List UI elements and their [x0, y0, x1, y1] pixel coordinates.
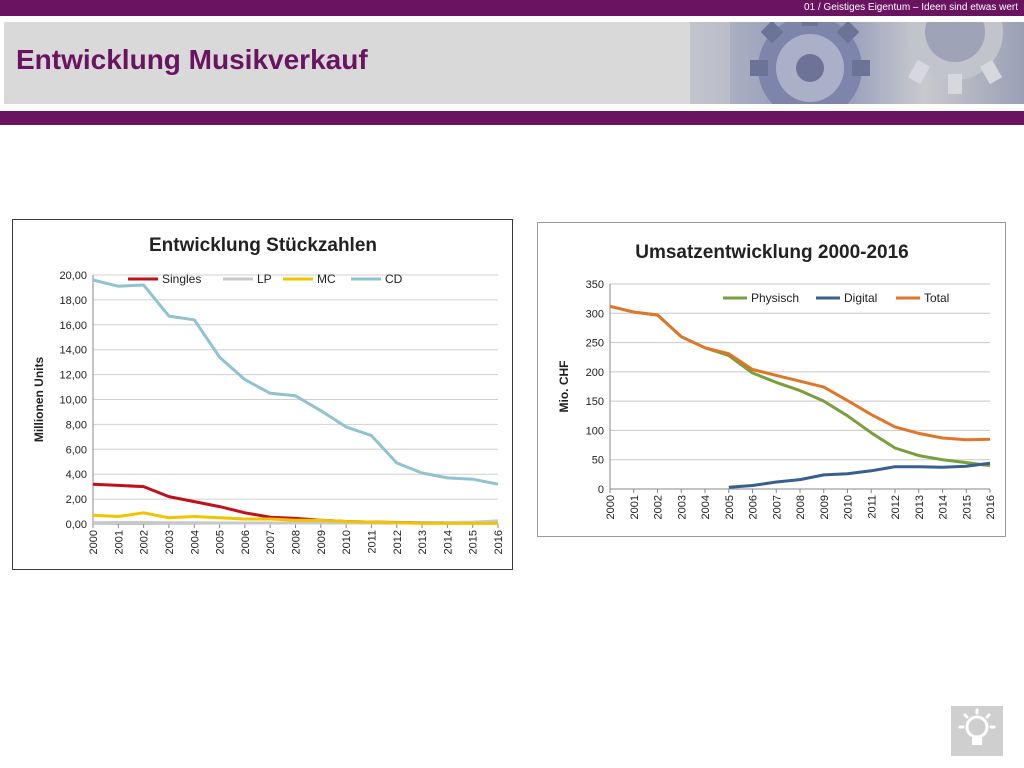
- y-tick-label: 4,00: [66, 469, 87, 481]
- y-tick-label: 12,00: [59, 370, 87, 382]
- series-line-mc: [92, 511, 498, 525]
- series-line-digital: [728, 461, 991, 489]
- y-tick-label: 100: [586, 425, 604, 437]
- x-tick-label: 2005: [724, 495, 736, 519]
- x-tick-label: 2000: [88, 530, 100, 554]
- y-tick-label: 8,00: [66, 419, 87, 431]
- x-tick-label: 2011: [366, 530, 378, 554]
- top-bar: 01 / Geistiges Eigentum – Ideen sind etw…: [0, 0, 1024, 16]
- x-tick-label: 2008: [291, 530, 303, 554]
- x-tick-label: 2009: [316, 530, 328, 554]
- x-tick-label: 2012: [392, 530, 404, 554]
- x-tick-label: 2000: [605, 495, 617, 519]
- y-axis-label: Mio. CHF: [557, 361, 571, 413]
- series-line-physisch: [609, 304, 991, 468]
- x-tick-label: 2002: [139, 530, 151, 554]
- gear-image: [690, 22, 1024, 104]
- series-line-singles: [92, 482, 498, 525]
- x-tick-label: 2014: [442, 530, 454, 554]
- x-tick-label: 2013: [417, 530, 429, 554]
- x-tick-label: 2016: [493, 530, 505, 554]
- x-tick-label: 2010: [341, 530, 353, 554]
- x-tick-label: 2004: [700, 495, 712, 519]
- x-tick-label: 2006: [748, 495, 760, 519]
- x-tick-label: 2002: [653, 495, 665, 519]
- y-tick-label: 6,00: [66, 444, 87, 456]
- x-tick-label: 2016: [985, 495, 997, 519]
- series-line-cd: [92, 278, 499, 486]
- y-tick-label: 50: [592, 455, 604, 467]
- legend-label-lp: LP: [257, 272, 272, 286]
- x-tick-label: 2007: [265, 530, 277, 554]
- x-tick-label: 2011: [866, 495, 878, 519]
- legend-label-singles: Singles: [162, 272, 201, 286]
- y-tick-label: 350: [586, 279, 604, 291]
- y-tick-label: 14,00: [59, 345, 87, 357]
- x-tick-label: 2005: [215, 530, 227, 554]
- lightbulb-icon: [951, 706, 1003, 756]
- x-tick-label: 2001: [113, 530, 125, 554]
- x-tick-label: 2007: [771, 495, 783, 519]
- legend-label-physisch: Physisch: [751, 291, 799, 305]
- y-tick-label: 250: [586, 338, 604, 350]
- legend-label-total: Total: [924, 291, 949, 305]
- chart-umsatz: Umsatzentwicklung 2000-2016 0 50 100 150 200 2…: [537, 222, 1006, 537]
- y-tick-label: 0: [598, 484, 604, 496]
- y-tick-label: 2,00: [66, 494, 87, 506]
- legend-label-cd: CD: [385, 272, 403, 286]
- chart-title: Entwicklung Stückzahlen: [149, 235, 377, 256]
- x-tick-label: 2014: [938, 495, 950, 519]
- x-tick-label: 2015: [468, 530, 480, 554]
- x-tick-label: 2004: [189, 530, 201, 554]
- x-tick-label: 2003: [676, 495, 688, 519]
- x-tick-label: 2012: [890, 495, 902, 519]
- x-tick-label: 2006: [240, 530, 252, 554]
- y-tick-label: 200: [586, 367, 604, 379]
- x-tick-label: 2015: [961, 495, 973, 519]
- y-tick-label: 20,00: [59, 270, 87, 282]
- x-tick-label: 2003: [164, 530, 176, 554]
- y-tick-label: 300: [586, 308, 604, 320]
- y-tick-label: 10,00: [59, 395, 87, 407]
- x-tick-label: 2013: [914, 495, 926, 519]
- y-axis-label: Millionen Units: [32, 357, 46, 443]
- x-tick-label: 2001: [629, 495, 641, 519]
- series-line-total: [609, 304, 991, 442]
- chart-stueckzahlen: Entwicklung Stückzahlen 0,00 2,00 4,00 6,00 8…: [12, 219, 513, 570]
- x-tick-label: 2010: [843, 495, 855, 519]
- chart-umsatz-plot: Umsatzentwicklung 2000-20160501001502002…: [557, 242, 997, 519]
- section-divider-bar: [0, 111, 1024, 125]
- y-tick-label: 16,00: [59, 320, 87, 332]
- legend-label-digital: Digital: [844, 291, 877, 305]
- y-tick-label: 0,00: [66, 519, 87, 531]
- chart-stueckzahlen-plot: Entwicklung Stückzahlen 0,00 2,00 4,00 6,00 8…: [32, 235, 505, 554]
- legend-label-mc: MC: [317, 272, 336, 286]
- page-title: Entwicklung Musikverkauf: [16, 44, 368, 75]
- y-tick-label: 150: [586, 396, 604, 408]
- x-tick-label: 2009: [819, 495, 831, 519]
- y-tick-label: 18,00: [59, 295, 87, 307]
- chart-title: Umsatzentwicklung 2000-2016: [635, 242, 909, 263]
- x-tick-label: 2008: [795, 495, 807, 519]
- breadcrumb: 01 / Geistiges Eigentum – Ideen sind etw…: [803, 2, 1018, 13]
